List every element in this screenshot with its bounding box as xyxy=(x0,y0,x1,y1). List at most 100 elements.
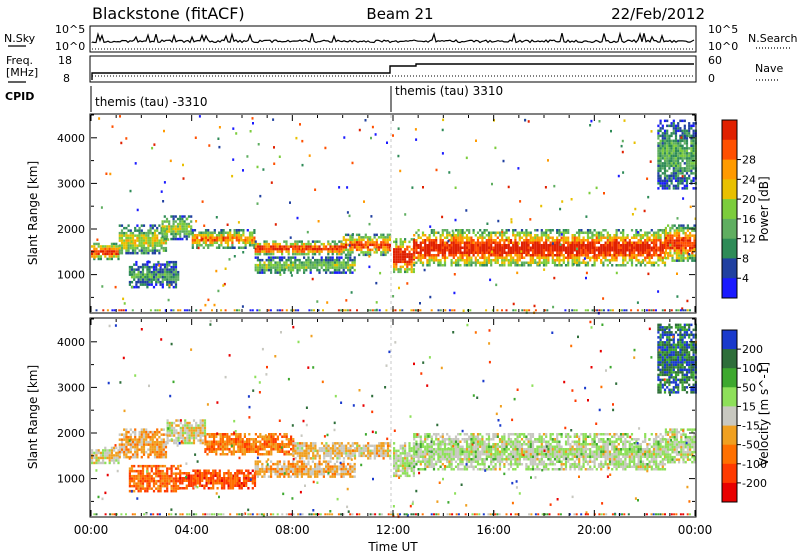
echo-cell xyxy=(237,246,241,249)
echo-cell xyxy=(673,241,676,245)
echo-cell xyxy=(353,452,357,455)
echo-cell xyxy=(204,440,207,443)
echo-cell xyxy=(397,474,400,478)
echo-cell xyxy=(518,234,521,237)
echo-cell xyxy=(221,453,224,456)
echo-cell xyxy=(518,249,521,252)
echo-cell xyxy=(621,309,623,312)
echo-cell xyxy=(139,278,142,281)
echo-cell xyxy=(305,252,308,256)
echo-cell xyxy=(600,236,603,239)
echo-cell xyxy=(571,239,574,242)
echo-cell xyxy=(536,234,539,237)
echo-cell xyxy=(672,144,675,148)
echo-cell xyxy=(668,174,671,178)
echo-cell xyxy=(314,245,317,248)
echo-cell xyxy=(514,234,517,237)
echo-cell xyxy=(412,258,415,261)
echo-cell xyxy=(305,442,308,445)
echo-cell xyxy=(646,241,649,244)
echo-cell xyxy=(279,450,282,453)
echo-cell xyxy=(158,455,161,459)
echo-cell xyxy=(663,182,667,185)
echo-cell xyxy=(95,309,98,312)
echo-cell xyxy=(369,309,372,312)
echo-cell xyxy=(102,309,105,312)
echo-cell xyxy=(353,447,357,450)
echo-cell xyxy=(290,440,293,443)
echo-cell xyxy=(542,256,546,259)
echo-cell xyxy=(674,174,678,178)
echo-cell xyxy=(404,268,407,271)
echo-cell xyxy=(248,445,251,448)
echo-cell xyxy=(241,445,244,448)
echo-cell xyxy=(384,454,387,458)
echo-cell xyxy=(589,244,592,247)
echo-cell xyxy=(371,241,374,244)
echo-cell xyxy=(564,246,568,249)
echo-cell xyxy=(677,177,680,180)
echo-cell xyxy=(147,443,150,446)
echo-cell xyxy=(263,242,266,246)
echo-cell xyxy=(562,254,565,257)
echo-cell xyxy=(106,451,109,455)
echo-cell xyxy=(578,239,581,242)
echo-cell xyxy=(389,454,392,458)
echo-cell xyxy=(630,236,634,239)
echo-cell xyxy=(215,435,218,438)
echo-cell xyxy=(296,442,299,445)
echo-cell xyxy=(314,188,317,191)
echo-cell xyxy=(213,303,216,307)
echo-cell xyxy=(671,246,674,250)
echo-cell xyxy=(289,236,292,239)
echo-cell xyxy=(690,167,693,170)
echo-cell xyxy=(93,250,96,253)
echo-cell xyxy=(235,443,238,446)
echo-cell xyxy=(659,179,662,183)
echo-cell xyxy=(93,247,96,251)
echo-cell xyxy=(692,157,695,160)
echo-cell xyxy=(259,445,262,448)
echo-cell xyxy=(399,469,402,473)
echo-cell xyxy=(272,443,275,446)
echo-cell xyxy=(417,453,420,456)
colorbar-tick-label: 4 xyxy=(742,272,749,285)
echo-cell xyxy=(674,124,678,128)
echo-cell xyxy=(685,152,689,155)
echo-cell xyxy=(483,251,486,254)
echo-cell xyxy=(290,274,293,277)
echo-cell xyxy=(316,449,319,453)
echo-cell xyxy=(309,263,312,267)
echo-cell xyxy=(190,232,193,236)
echo-cell xyxy=(584,244,587,247)
echo-cell xyxy=(589,256,592,259)
echo-cell xyxy=(556,241,559,244)
echo-cell xyxy=(127,224,130,227)
echo-cell xyxy=(305,452,308,455)
echo-cell xyxy=(633,141,636,144)
echo-cell xyxy=(322,245,325,248)
echo-cell xyxy=(336,268,339,272)
echo-cell xyxy=(254,256,257,259)
echo-cell xyxy=(495,283,498,287)
echo-cell xyxy=(463,246,466,249)
echo-cell xyxy=(257,435,260,438)
echo-cell xyxy=(461,259,464,262)
echo-cell xyxy=(261,247,264,251)
echo-cell xyxy=(426,448,429,451)
echo-cell xyxy=(382,248,385,252)
echo-cell xyxy=(560,231,563,234)
echo-cell xyxy=(340,444,343,448)
echo-cell xyxy=(296,216,299,220)
echo-cell xyxy=(231,236,234,239)
echo-cell xyxy=(671,236,674,240)
echo-cell xyxy=(435,249,438,252)
echo-cell xyxy=(622,236,625,239)
echo-cell xyxy=(448,251,451,254)
echo-cell xyxy=(421,445,425,448)
echo-cell xyxy=(129,229,132,232)
echo-cell xyxy=(562,261,565,264)
echo-cell xyxy=(349,253,352,257)
echo-cell xyxy=(123,239,126,242)
echo-cell xyxy=(201,426,204,430)
